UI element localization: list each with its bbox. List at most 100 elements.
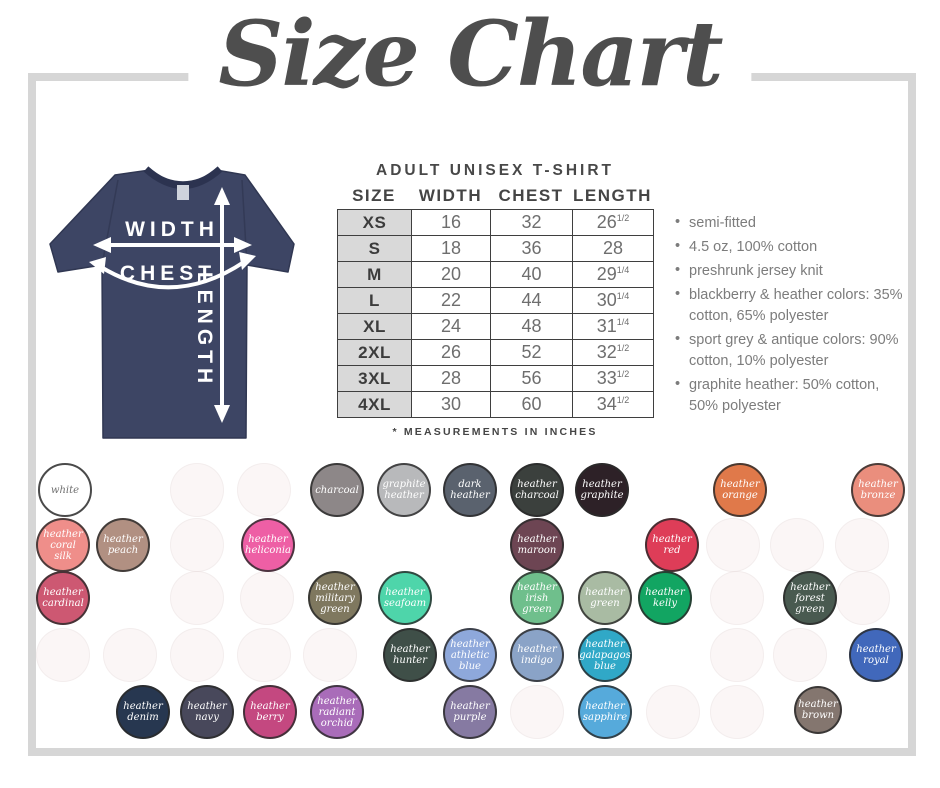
length-cell: 311/4 xyxy=(572,313,654,340)
size-cell: S xyxy=(337,235,412,262)
collar-tag xyxy=(177,185,189,200)
swatch-label: heather irish green xyxy=(517,581,557,615)
swatch-heather-charcoal: heather charcoal xyxy=(510,463,564,517)
length-value: 29 xyxy=(596,264,617,284)
swatch-label: heather radiant orchid xyxy=(317,695,357,729)
tshirt-shape xyxy=(49,166,295,439)
width-arrow xyxy=(93,237,252,253)
chest-arrow xyxy=(89,252,256,290)
length-value: 33 xyxy=(596,368,617,388)
width-cell: 28 xyxy=(411,365,491,392)
ghost-swatch xyxy=(706,518,760,572)
ghost-swatch xyxy=(103,628,157,682)
length-fraction: 1/2 xyxy=(616,369,630,379)
swatch-label: heather coral silk xyxy=(43,528,83,562)
swatch-label: heather red xyxy=(652,534,692,556)
ghost-swatch xyxy=(835,518,889,572)
swatch-heather-kelly: heather kelly xyxy=(638,571,692,625)
swatch-heather-denim: heather denim xyxy=(116,685,170,739)
column-header-width: WIDTH xyxy=(418,186,483,205)
size-table-columns: SIZE WIDTH CHEST LENGTH xyxy=(337,186,653,206)
ghost-swatch xyxy=(646,685,700,739)
swatch-label: heather sapphire xyxy=(582,701,628,723)
swatch-heather-peach: heather peach xyxy=(96,518,150,572)
length-value: 31 xyxy=(596,316,617,336)
swatch-graphite-heather: graphite heather xyxy=(377,463,431,517)
swatch-label: heather indigo xyxy=(517,644,557,666)
ghost-swatch xyxy=(836,571,890,625)
swatch-label: dark heather xyxy=(450,479,490,501)
size-row-3xl: 3XL 28 56 331/2 xyxy=(337,365,654,392)
ghost-swatch xyxy=(170,628,224,682)
swatch-label: heather peach xyxy=(103,534,143,556)
chest-label: CHEST xyxy=(120,262,216,285)
length-value: 26 xyxy=(596,212,617,232)
swatch-label: heather military green xyxy=(315,581,355,615)
length-cell: 291/4 xyxy=(572,261,654,288)
page-title: Size Chart xyxy=(188,0,752,113)
length-fraction: 1/4 xyxy=(616,265,630,275)
length-value: 28 xyxy=(602,238,624,258)
length-label: LENGTH xyxy=(193,272,216,388)
width-cell: 24 xyxy=(411,313,491,340)
ghost-swatch xyxy=(710,628,764,682)
size-cell: XL xyxy=(337,313,412,340)
swatch-heather-purple: heather purple xyxy=(443,685,497,739)
size-row-l: L 22 44 301/4 xyxy=(337,287,654,314)
swatch-heather-royal: heather royal xyxy=(849,628,903,682)
length-arrow xyxy=(214,187,230,423)
swatch-heather-coral-silk: heather coral silk xyxy=(36,518,90,572)
swatch-heather-indigo: heather indigo xyxy=(510,628,564,682)
length-cell: 28 xyxy=(572,235,654,262)
size-row-4xl: 4XL 30 60 341/2 xyxy=(337,391,654,418)
swatch-heather-military-green: heather military green xyxy=(308,571,362,625)
swatch-heather-green: heather green xyxy=(578,571,632,625)
length-value: 34 xyxy=(596,394,617,414)
swatch-label: heather seafoam xyxy=(383,587,427,609)
swatch-label: heather forest green xyxy=(790,581,830,615)
swatch-heather-cardinal: heather cardinal xyxy=(36,571,90,625)
length-fraction: 1/2 xyxy=(616,395,630,405)
swatch-heather-forest-green: heather forest green xyxy=(783,571,837,625)
feature-item: semi-fitted xyxy=(674,212,906,234)
length-value: 32 xyxy=(596,342,617,362)
swatch-charcoal: charcoal xyxy=(310,463,364,517)
width-label: WIDTH xyxy=(125,218,219,241)
swatch-label: heather graphite xyxy=(580,479,624,501)
size-table-heading: ADULT UNISEX T-SHIRT xyxy=(376,162,614,179)
swatch-label: heather maroon xyxy=(517,534,557,556)
ghost-swatch xyxy=(237,463,291,517)
size-table: XS 16 32 261/2 S 18 36 28 M 20 40 291/4 L 22 44 301/4 XL… xyxy=(337,209,654,418)
swatch-label: heather navy xyxy=(187,701,227,723)
swatch-label: heather hunter xyxy=(390,644,430,666)
chest-cell: 48 xyxy=(490,313,573,340)
swatch-label: heather cardinal xyxy=(42,587,84,609)
width-cell: 16 xyxy=(411,209,491,236)
length-fraction: 1/4 xyxy=(616,317,630,327)
ghost-swatch xyxy=(237,628,291,682)
size-row-m: M 20 40 291/4 xyxy=(337,261,654,288)
swatch-label: heather denim xyxy=(123,701,163,723)
width-cell: 22 xyxy=(411,287,491,314)
width-cell: 20 xyxy=(411,261,491,288)
swatch-label: heather athletic blue xyxy=(450,638,490,672)
size-cell: 2XL xyxy=(337,339,412,366)
feature-item: sport grey & antique colors: 90% cotton,… xyxy=(674,329,906,372)
swatch-heather-galapagos-blue: heather galapagos blue xyxy=(578,628,632,682)
length-cell: 321/2 xyxy=(572,339,654,366)
size-row-s: S 18 36 28 xyxy=(337,235,654,262)
width-cell: 30 xyxy=(411,391,491,418)
swatch-label: heather green xyxy=(585,587,625,609)
ghost-swatch xyxy=(710,685,764,739)
chest-cell: 60 xyxy=(490,391,573,418)
swatch-heather-red: heather red xyxy=(645,518,699,572)
swatch-label: heather berry xyxy=(250,701,290,723)
swatch-label: heather royal xyxy=(856,644,896,666)
swatch-label: heather purple xyxy=(450,701,490,723)
length-cell: 261/2 xyxy=(572,209,654,236)
swatch-heather-orange: heather orange xyxy=(713,463,767,517)
swatch-heather-bronze: heather bronze xyxy=(851,463,905,517)
feature-list: semi-fitted4.5 oz, 100% cottonpreshrunk … xyxy=(674,212,906,420)
swatch-label: heather charcoal xyxy=(515,479,559,501)
swatch-heather-berry: heather berry xyxy=(243,685,297,739)
